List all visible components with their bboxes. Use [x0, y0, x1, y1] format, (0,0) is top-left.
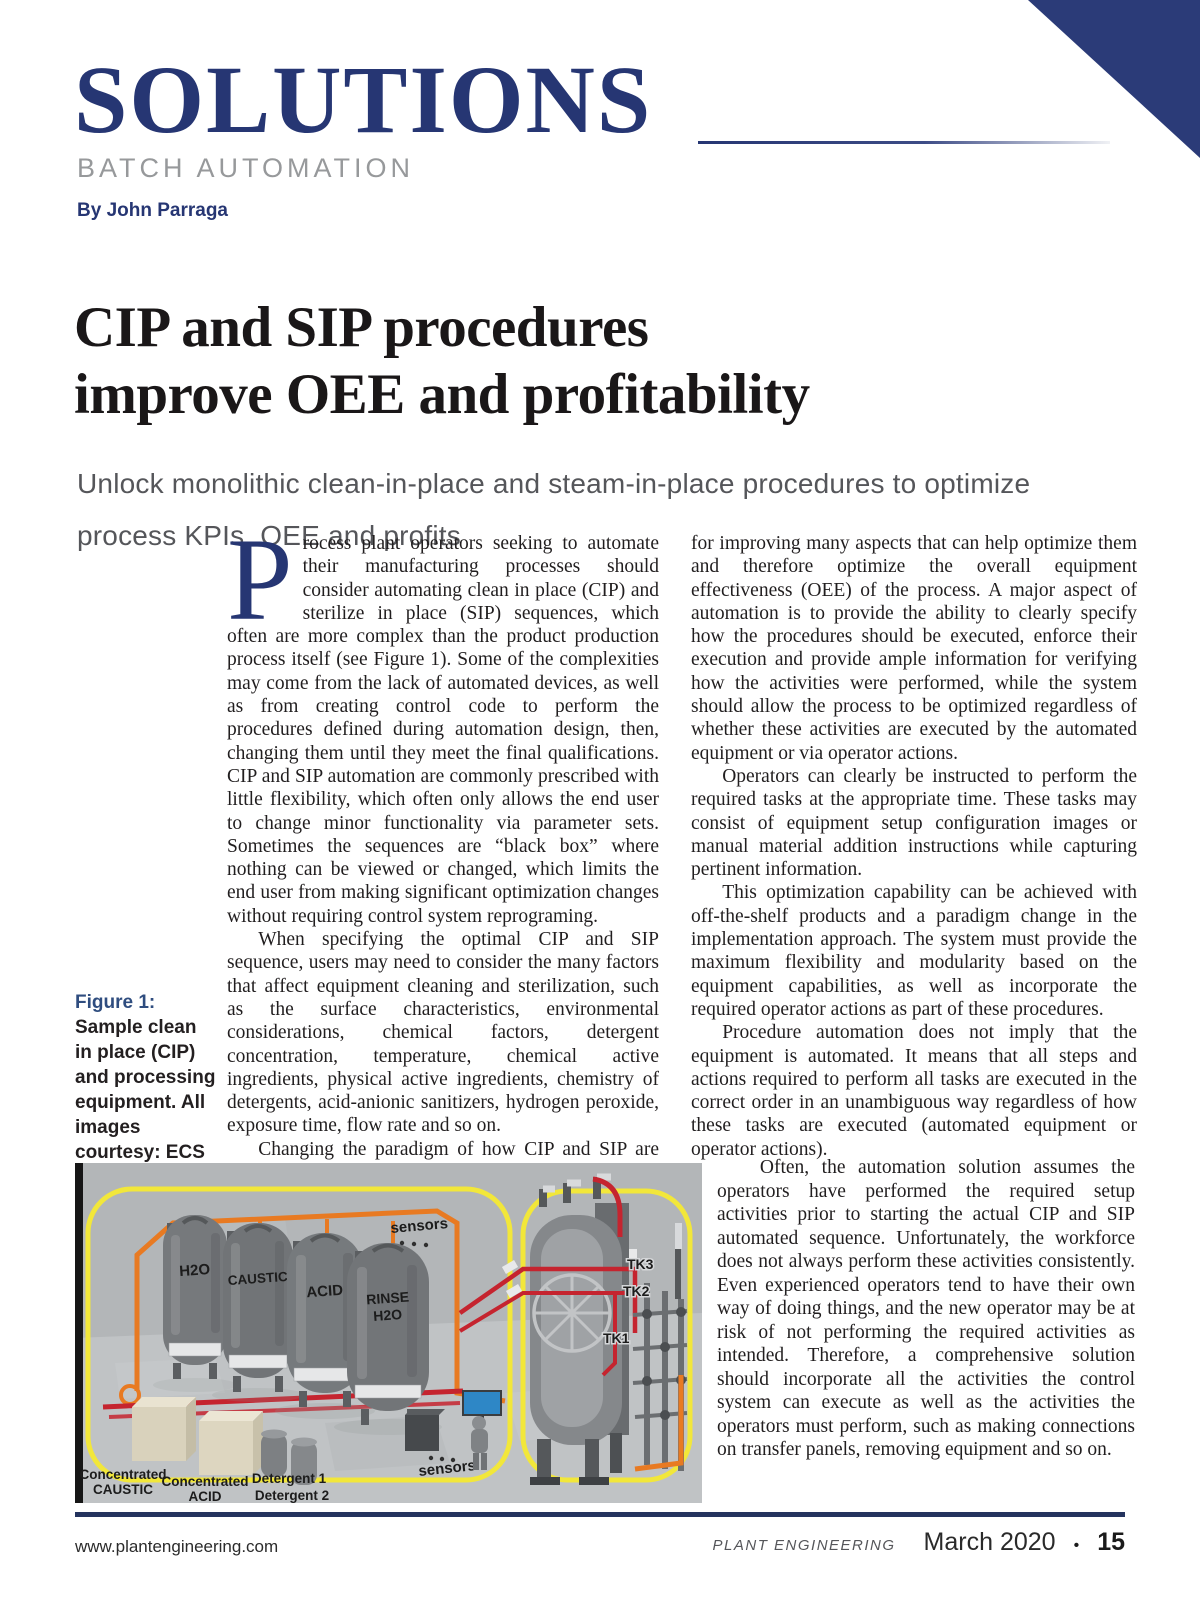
svg-text:ACID: ACID [306, 1282, 344, 1302]
orange-pipe-right [634, 1375, 684, 1472]
corner-decoration [1028, 0, 1200, 158]
deck-line-1: Unlock monolithic clean-in-place and ste… [77, 468, 1031, 499]
paragraph: When specifying the optimal CIP and SIP … [227, 929, 659, 1137]
footer-right: PLANT ENGINEERING March 2020 • 15 [713, 1528, 1125, 1557]
svg-text:H2O: H2O [373, 1306, 403, 1324]
svg-text:Concentrated: Concentrated [161, 1474, 248, 1489]
sensors-top-label: sensors [390, 1215, 449, 1248]
sensors-bottom-label: sensors [418, 1455, 477, 1480]
paragraph: Procedure automation does not imply that… [691, 1022, 1137, 1160]
masthead-rule [698, 141, 1110, 144]
svg-text:sensors: sensors [390, 1215, 449, 1237]
headline-line-2: improve OEE and profitability [74, 363, 810, 427]
article-headline: CIP and SIP procedures improve OEE and p… [74, 294, 1074, 428]
concentrated-caustic-unit: Concentrated CAUSTIC [79, 1397, 196, 1497]
paragraph-text: rocess plant operators seeking to automa… [227, 533, 659, 927]
body-column-right: for improving many aspects that can help… [691, 532, 1137, 1160]
figure-illustration: H2O CAUSTIC [75, 1163, 702, 1504]
paragraph: This optimization capability can be achi… [691, 882, 1137, 1020]
svg-text:TK3: TK3 [627, 1256, 654, 1272]
masthead-title: SOLUTIONS [74, 46, 653, 153]
svg-text:sensors: sensors [418, 1457, 477, 1480]
headline-line-1: CIP and SIP procedures [74, 296, 649, 360]
publication-name: PLANT ENGINEERING [712, 1537, 896, 1554]
deck-line-2: process KPIs, OEE and profits [77, 520, 461, 551]
article-deck: Unlock monolithic clean-in-place and ste… [77, 458, 1087, 562]
svg-text:Detergent 1: Detergent 1 [252, 1471, 327, 1486]
process-vessels [530, 1173, 629, 1485]
body-column-wrap: Often, the automation solution assumes t… [717, 1156, 1135, 1506]
footer-url: www.plantengineering.com [75, 1537, 279, 1556]
figure-caption: Figure 1: Sample clean in place (CIP) an… [75, 990, 216, 1190]
issue-date: March 2020 [923, 1528, 1056, 1556]
svg-text:H2O: H2O [179, 1261, 211, 1280]
operator-figure [462, 1390, 502, 1470]
svg-text:Detergent 2: Detergent 2 [255, 1488, 329, 1503]
drop-cap: P [227, 532, 293, 645]
figure-caption-label: Figure 1: [75, 992, 156, 1013]
svg-text:Concentrated: Concentrated [79, 1467, 166, 1482]
tank-rinse-h2o: RINSE H2O [347, 1243, 429, 1425]
concentrated-acid-unit: Concentrated ACID [161, 1411, 263, 1504]
svg-text:CAUSTIC: CAUSTIC [93, 1482, 153, 1497]
byline: By John Parraga [77, 200, 228, 221]
detergent-drums: Detergent 1 Detergent 2 [252, 1429, 329, 1503]
svg-text:CAUSTIC: CAUSTIC [227, 1269, 288, 1288]
tank-h2o: H2O [163, 1215, 227, 1379]
svg-text:ACID: ACID [189, 1489, 222, 1503]
bullet-separator: • [1073, 1537, 1080, 1554]
page-number: 15 [1097, 1528, 1125, 1556]
tank-caustic: CAUSTIC [223, 1223, 293, 1392]
paragraph: for improving many aspects that can help… [691, 533, 1137, 764]
footer-rule [75, 1512, 1125, 1517]
section-kicker: BATCH AUTOMATION [77, 153, 415, 183]
red-pipes-process [458, 1176, 638, 1377]
paragraph: Changing the paradigm of how CIP and SIP… [258, 1138, 659, 1160]
tk-labels: TK3 TK2 TK1 [602, 1255, 656, 1348]
svg-text:TK1: TK1 [603, 1330, 630, 1346]
svg-text:TK2: TK2 [623, 1283, 650, 1299]
svg-text:RINSE: RINSE [366, 1289, 410, 1308]
cip-equipment-render: H2O CAUSTIC [75, 1163, 702, 1504]
paragraph: Often, the automation solution assumes t… [717, 1157, 1135, 1460]
paragraph: Operators can clearly be instructed to p… [691, 765, 1137, 881]
film-strip-edge [75, 1163, 83, 1503]
control-box [405, 1409, 445, 1451]
